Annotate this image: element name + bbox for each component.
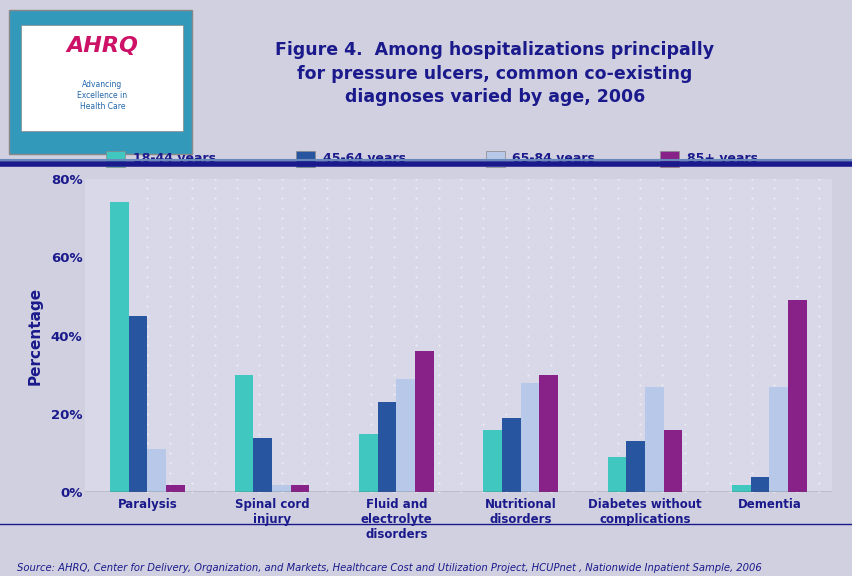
Text: 45-64 years: 45-64 years [322, 152, 405, 165]
Bar [625, 441, 644, 492]
FancyBboxPatch shape [21, 25, 183, 131]
Bar [483, 430, 502, 492]
FancyBboxPatch shape [659, 151, 678, 167]
Text: Figure 4.  Among hospitalizations principally
for pressure ulcers, common co-exi: Figure 4. Among hospitalizations princip… [275, 41, 713, 107]
Bar [272, 484, 291, 492]
Bar [110, 202, 129, 492]
Text: 18-44 years: 18-44 years [133, 152, 216, 165]
Bar [414, 351, 433, 492]
Bar [644, 386, 663, 492]
Bar [166, 484, 185, 492]
Bar [731, 484, 750, 492]
Text: 85+ years: 85+ years [686, 152, 757, 165]
Bar [538, 375, 557, 492]
Bar [769, 386, 787, 492]
Bar [234, 375, 253, 492]
Bar [396, 378, 414, 492]
FancyBboxPatch shape [9, 10, 192, 154]
Bar [377, 402, 396, 492]
Bar [129, 316, 147, 492]
FancyBboxPatch shape [486, 151, 504, 167]
Bar [359, 434, 377, 492]
Y-axis label: Percentage: Percentage [27, 286, 43, 385]
Bar [502, 418, 520, 492]
Bar [787, 300, 806, 492]
Bar [607, 457, 625, 492]
Text: Source: AHRQ, Center for Delivery, Organization, and Markets, Healthcare Cost an: Source: AHRQ, Center for Delivery, Organ… [17, 563, 761, 573]
Bar [147, 449, 166, 492]
Text: 65-84 years: 65-84 years [512, 152, 595, 165]
Bar [520, 382, 538, 492]
Bar [291, 484, 308, 492]
Text: AHRQ: AHRQ [66, 36, 138, 56]
Bar [663, 430, 682, 492]
Bar [253, 438, 272, 492]
FancyBboxPatch shape [296, 151, 314, 167]
Bar [750, 477, 769, 492]
Text: Advancing
Excellence in
Health Care: Advancing Excellence in Health Care [78, 79, 127, 111]
FancyBboxPatch shape [106, 151, 125, 167]
